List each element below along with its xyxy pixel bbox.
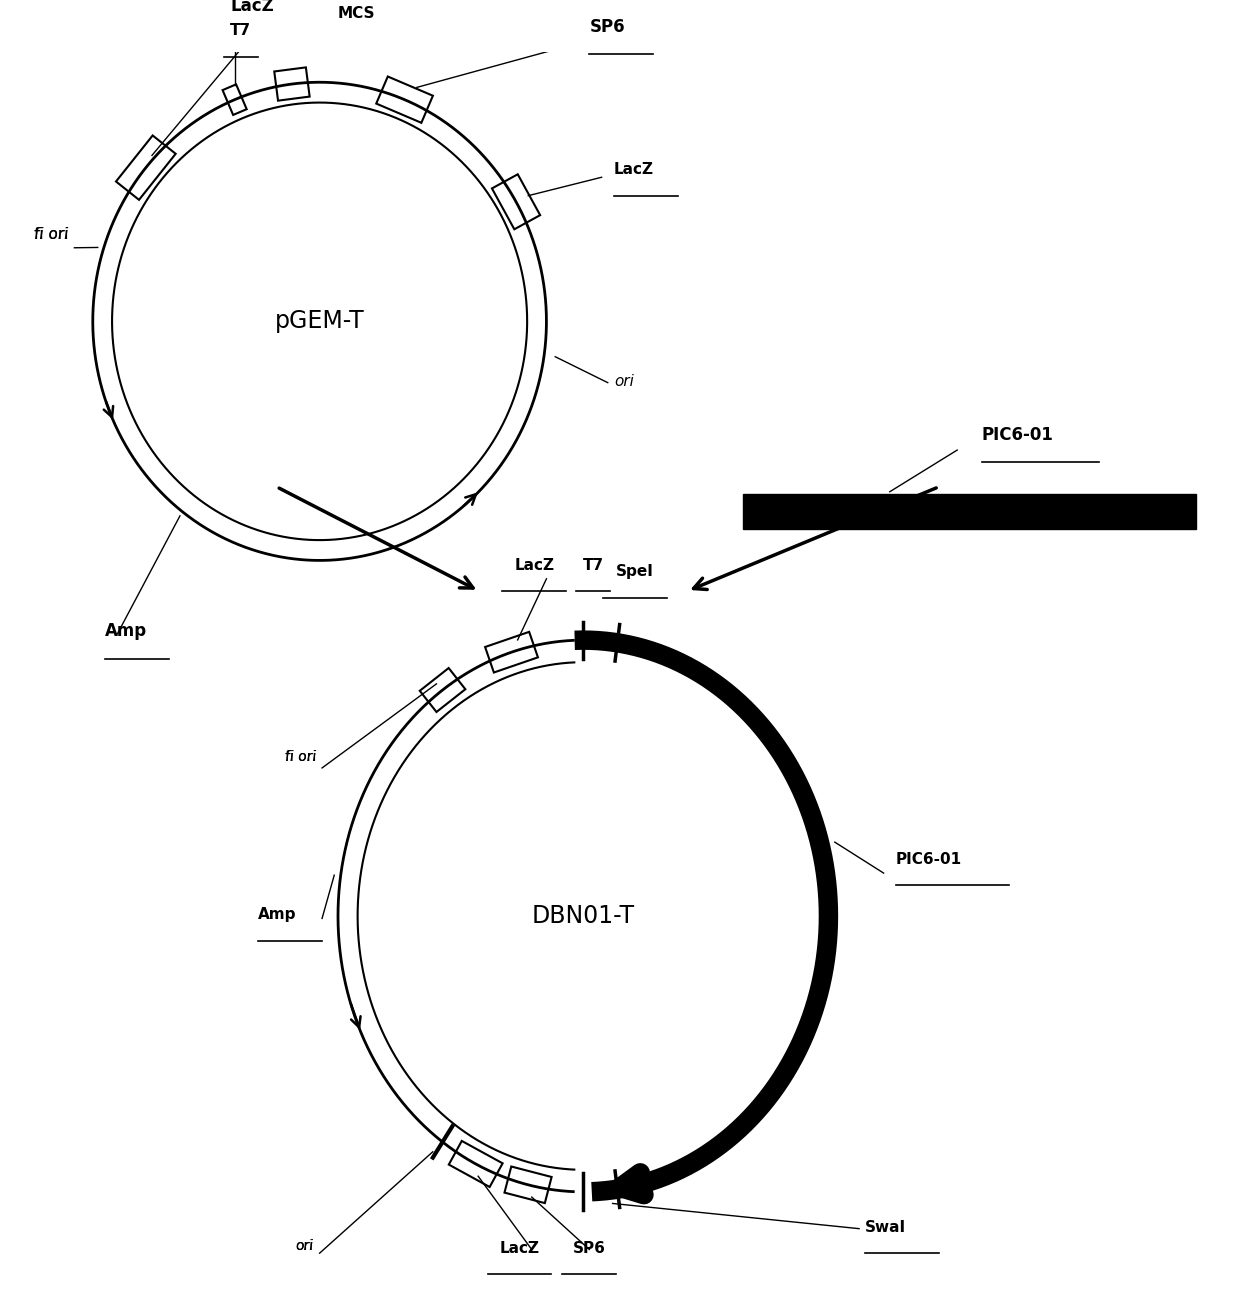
- Text: LacZ: LacZ: [231, 0, 274, 14]
- Bar: [743, 494, 1197, 528]
- Text: Amp: Amp: [258, 908, 296, 922]
- Text: SP6: SP6: [589, 18, 625, 35]
- Text: DBN01-T: DBN01-T: [532, 904, 635, 928]
- Text: LacZ: LacZ: [515, 558, 554, 572]
- Text: SwaI: SwaI: [866, 1219, 906, 1235]
- Text: fi ori: fi ori: [33, 227, 68, 241]
- Text: fi ori: fi ori: [284, 750, 316, 764]
- Text: fi ori: fi ori: [33, 227, 68, 241]
- Text: ori: ori: [295, 1239, 314, 1253]
- Text: PIC6-01: PIC6-01: [982, 426, 1054, 443]
- Text: pGEM-T: pGEM-T: [275, 309, 365, 334]
- Text: ori: ori: [614, 374, 634, 389]
- Text: fi ori: fi ori: [285, 750, 316, 764]
- Text: T7: T7: [583, 558, 604, 572]
- Text: ori: ori: [295, 1239, 314, 1253]
- Text: LacZ: LacZ: [614, 162, 653, 177]
- Text: Amp: Amp: [105, 622, 148, 640]
- Text: T7: T7: [231, 23, 252, 38]
- Text: SpeI: SpeI: [616, 565, 653, 579]
- Text: SP6: SP6: [573, 1240, 606, 1256]
- Text: MCS: MCS: [337, 7, 376, 21]
- Text: LacZ: LacZ: [500, 1240, 539, 1256]
- Text: PIC6-01: PIC6-01: [895, 852, 962, 867]
